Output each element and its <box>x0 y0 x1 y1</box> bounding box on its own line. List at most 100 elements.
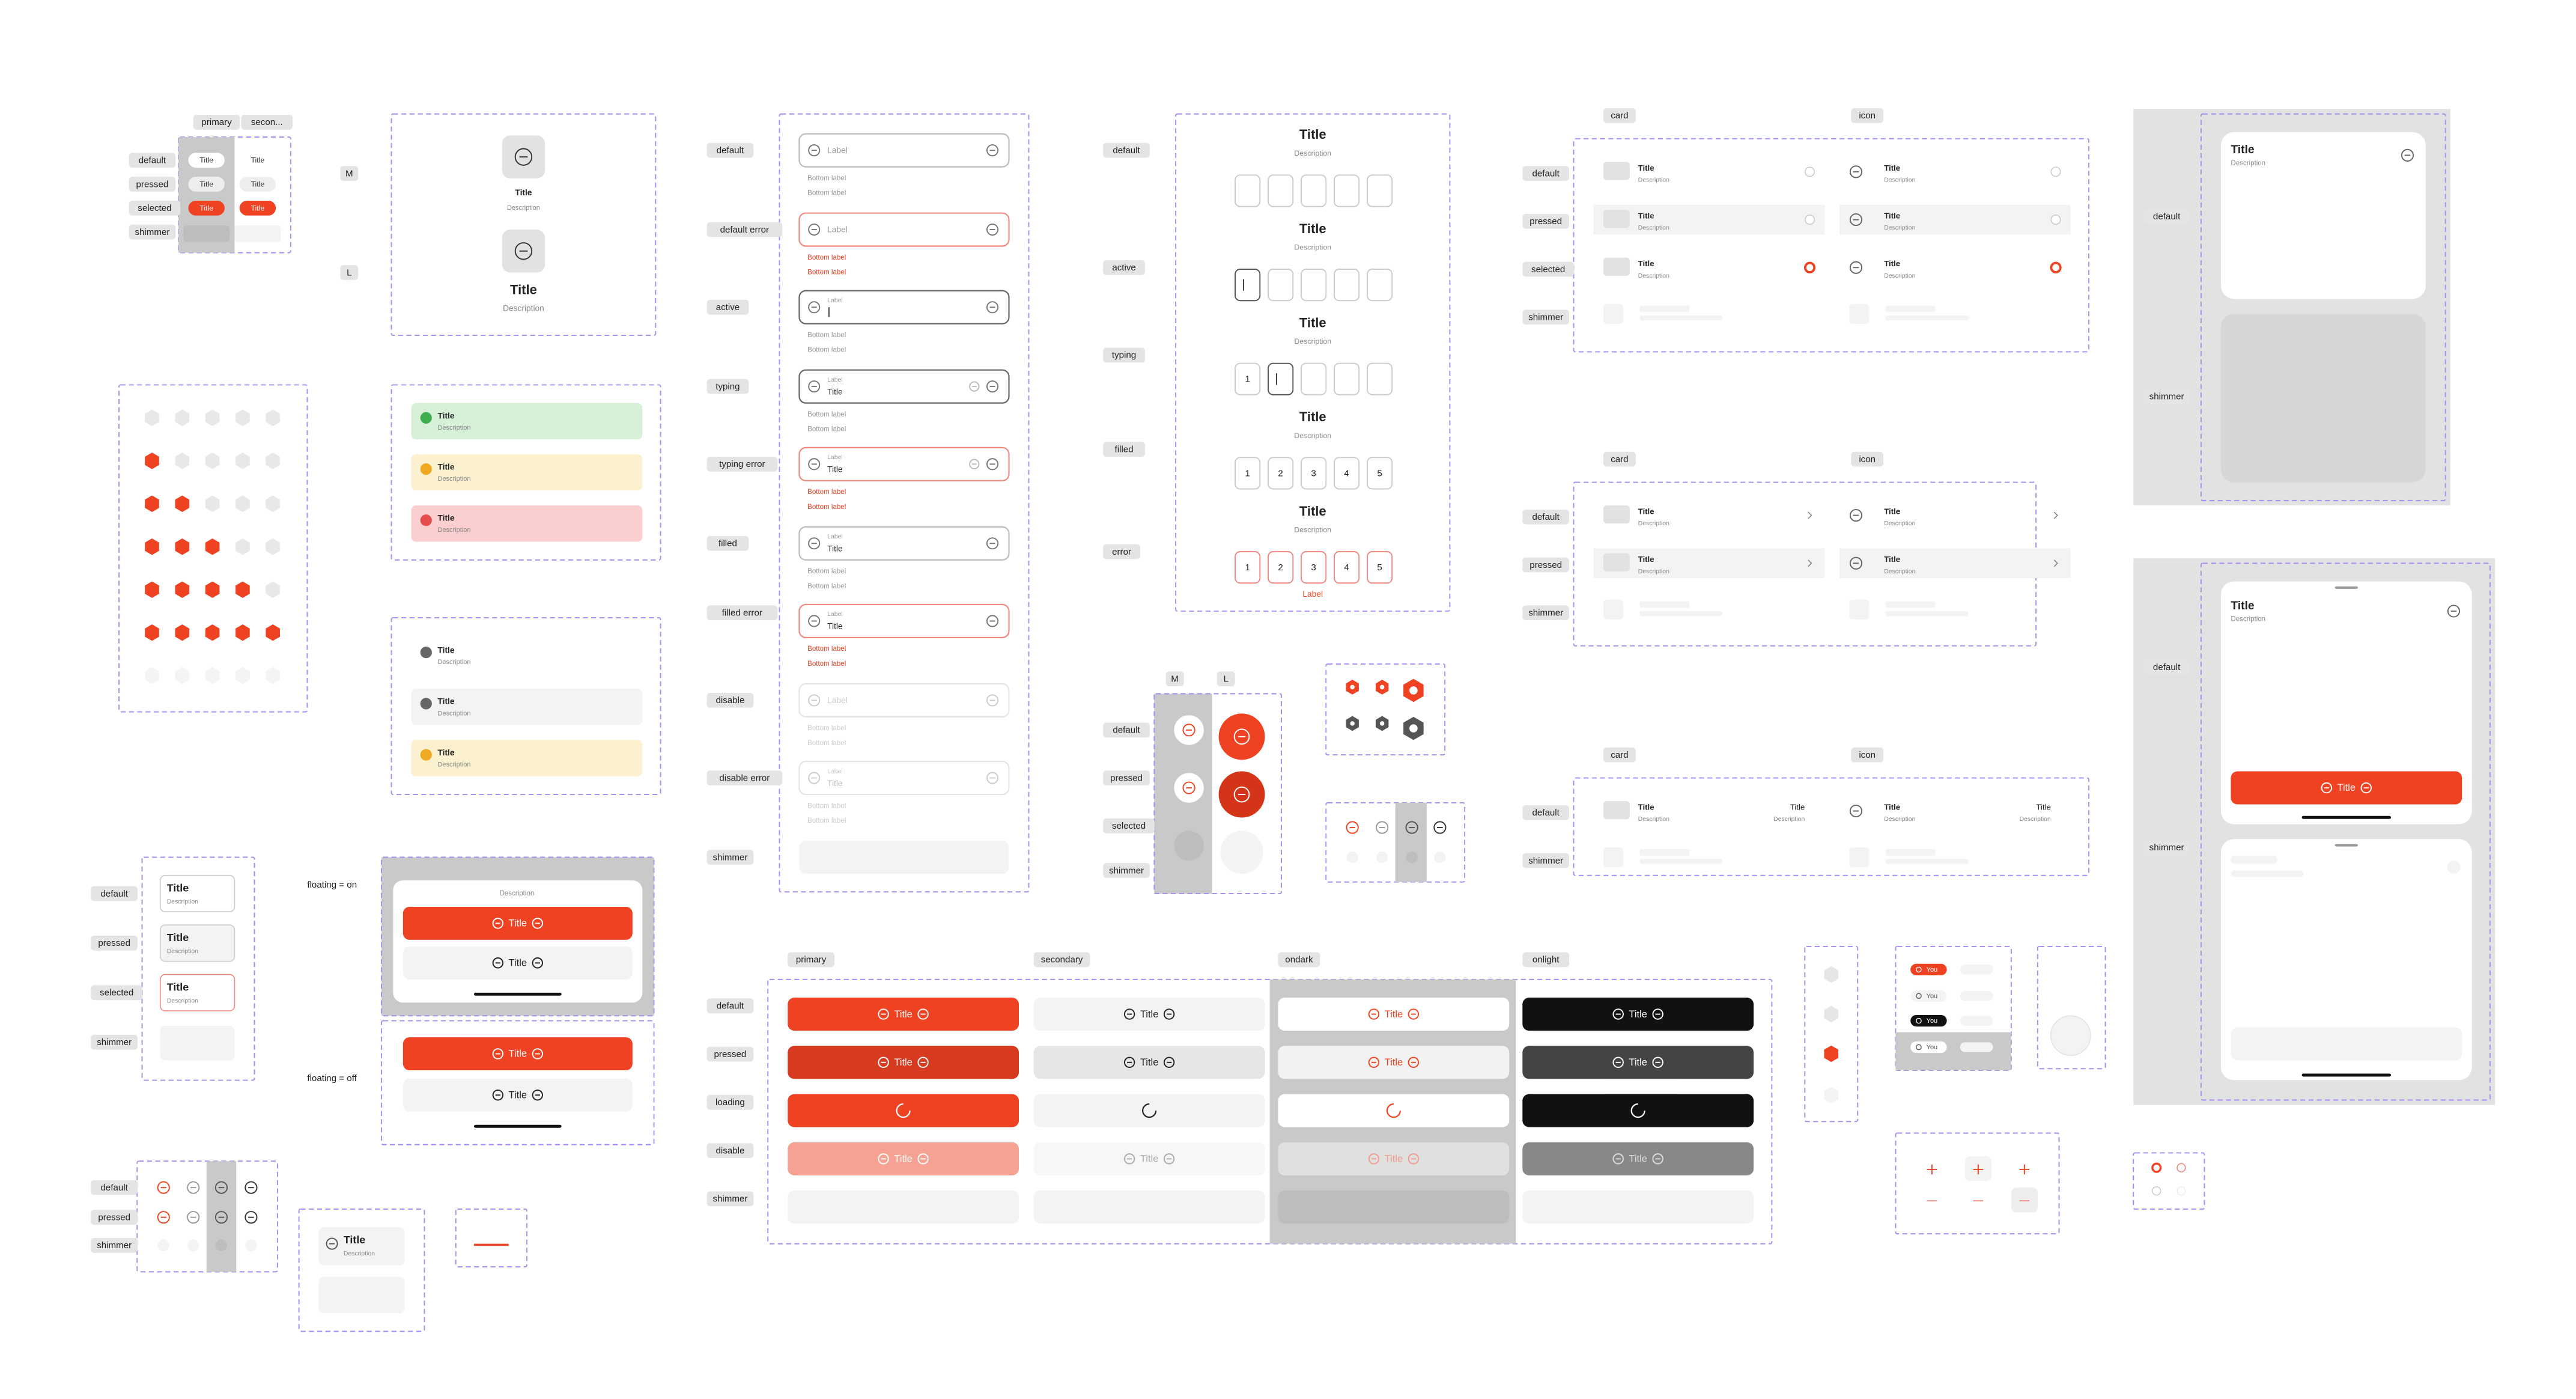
otp-box <box>1366 269 1393 302</box>
state-label: selected <box>1112 821 1146 831</box>
icon <box>1408 1153 1420 1165</box>
icon <box>187 1211 200 1224</box>
shimmer <box>1885 601 1936 608</box>
button-label: Title <box>1629 1009 1647 1020</box>
item-title: Title <box>438 748 455 757</box>
home-indicator <box>2301 1073 2392 1077</box>
frame <box>381 1020 655 1145</box>
icon <box>532 1090 544 1101</box>
thumbnail <box>1603 257 1630 276</box>
otp-description: Description <box>1294 526 1331 534</box>
state-label: card <box>1611 111 1628 121</box>
shimmer <box>1849 303 1870 324</box>
state-label: loading <box>715 1097 745 1108</box>
state-label: L <box>1224 674 1229 684</box>
state-label: primary <box>201 117 232 127</box>
icon <box>1376 821 1389 834</box>
state-label: disable error <box>719 773 770 783</box>
dark-column <box>1395 802 1427 882</box>
state-label: pressed <box>98 1212 130 1222</box>
bottom-label: Bottom label <box>807 489 846 496</box>
toggle-shimmer <box>2050 1015 2091 1056</box>
icon <box>1612 1056 1624 1068</box>
item-title: Title <box>344 1234 365 1246</box>
shimmer <box>1885 849 1936 856</box>
chip-label: Title <box>199 180 213 189</box>
otp-box <box>1301 269 1327 302</box>
radio <box>2177 1163 2186 1172</box>
shimmer <box>1885 305 1936 312</box>
card <box>159 874 235 913</box>
button-label: Title <box>509 1090 527 1100</box>
icon <box>1612 1153 1624 1165</box>
bottom-label: Bottom label <box>807 190 846 197</box>
alert-icon <box>420 463 432 475</box>
description: Description <box>503 304 544 313</box>
badge-label: You <box>1927 1044 1938 1051</box>
otp-digit: 1 <box>1245 468 1250 478</box>
chevron <box>1808 511 1812 519</box>
button <box>1278 998 1510 1031</box>
item-description: Description <box>1884 177 1915 183</box>
state-tag <box>706 693 754 708</box>
state-tag <box>706 1143 754 1158</box>
button <box>1033 1142 1265 1175</box>
dark-column <box>206 1161 237 1272</box>
icon <box>986 537 999 550</box>
button <box>1522 998 1754 1031</box>
button-label: Title <box>1629 1057 1647 1068</box>
alert <box>411 403 643 440</box>
shimmer <box>1346 851 1358 864</box>
button <box>788 998 1019 1031</box>
item-title: Title <box>1884 507 1900 516</box>
shimmer <box>1639 859 1722 864</box>
state-label: default <box>1532 168 1560 178</box>
shimmer <box>1960 991 1993 1001</box>
bottom-label: Bottom label <box>807 347 846 354</box>
state-tag <box>706 770 783 785</box>
description: Description <box>507 204 540 212</box>
radio <box>2050 215 2061 225</box>
hexagon <box>235 538 250 555</box>
thumbnail <box>1603 210 1630 228</box>
otp-box <box>1301 362 1327 395</box>
hexagon <box>175 538 190 555</box>
shimmer <box>1639 849 1689 856</box>
icon <box>1163 1056 1175 1068</box>
item-title: Title <box>1884 259 1900 268</box>
state-label: shimmer <box>712 1194 747 1204</box>
icon <box>917 1056 929 1068</box>
icon <box>532 1048 544 1059</box>
hexagon <box>175 667 190 684</box>
button <box>402 906 633 940</box>
floating-label: floating = on <box>307 880 357 890</box>
frame <box>1573 138 2089 353</box>
shimmer <box>1849 847 1870 867</box>
state-label: active <box>716 302 740 312</box>
otp-digit: 1 <box>1245 374 1250 385</box>
pressed-row <box>1839 204 2071 235</box>
state-tag <box>1103 142 1150 158</box>
chip <box>188 153 225 168</box>
info-item <box>411 740 643 776</box>
chip <box>239 153 276 168</box>
state-tag <box>706 299 749 315</box>
shimmer <box>2447 860 2461 874</box>
hexagon <box>266 667 281 684</box>
state-tag <box>193 115 240 130</box>
shimmer <box>157 1239 169 1252</box>
state-label: onlight <box>1533 955 1560 965</box>
badge-icon <box>1916 993 1922 999</box>
icon <box>2447 605 2461 618</box>
grabber <box>2334 586 2359 589</box>
text-field <box>798 212 1010 247</box>
frame <box>141 856 255 1081</box>
text-field <box>798 683 1010 718</box>
frame <box>390 384 661 561</box>
button <box>788 1094 1019 1127</box>
state-tag <box>706 605 778 621</box>
hexagon <box>175 453 190 469</box>
radio <box>1805 215 1815 225</box>
icon <box>1408 1056 1420 1068</box>
bottom-label: Bottom label <box>807 660 846 668</box>
